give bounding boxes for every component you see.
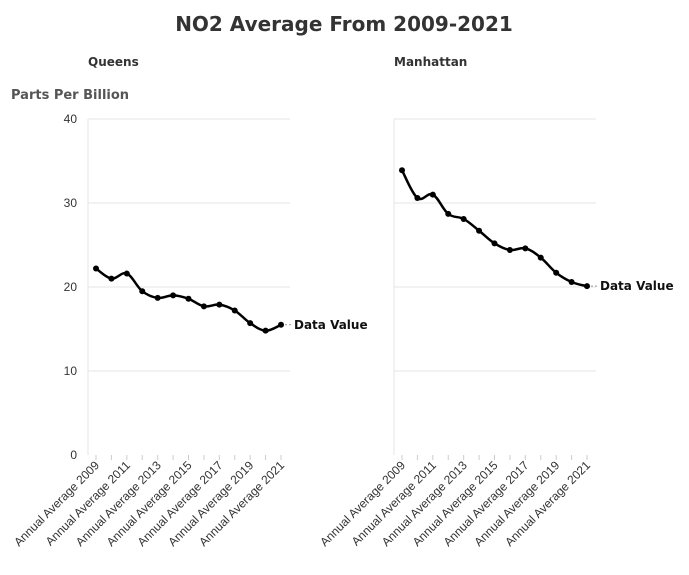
data-point	[537, 254, 544, 261]
y-axis-label: Parts Per Billion	[11, 88, 129, 103]
y-tick-label: 30	[64, 196, 78, 210]
data-point	[200, 303, 207, 310]
data-point	[154, 294, 161, 301]
data-point	[231, 307, 238, 314]
data-point	[170, 292, 177, 299]
chart-title: NO2 Average From 2009-2021	[175, 12, 513, 36]
data-point	[553, 269, 560, 276]
data-point	[445, 210, 452, 217]
y-tick-label: 20	[64, 280, 78, 294]
data-point	[123, 270, 130, 277]
data-point	[108, 275, 115, 282]
data-point	[522, 245, 529, 252]
data-point	[278, 321, 284, 328]
data-point	[399, 167, 405, 174]
data-point	[139, 288, 146, 295]
data-point	[429, 191, 436, 198]
data-point	[93, 265, 99, 272]
series-line	[400, 168, 589, 288]
data-point	[506, 247, 513, 254]
facet-title: Queens	[88, 55, 139, 69]
y-tick-label: 10	[64, 364, 78, 378]
data-point	[476, 227, 483, 234]
data-point	[491, 240, 498, 247]
data-point	[460, 215, 467, 222]
data-point	[568, 278, 575, 285]
data-point	[247, 320, 254, 327]
series-end-label: Data Value	[294, 318, 368, 332]
series-end-label: Data Value	[600, 279, 674, 293]
data-point	[584, 283, 590, 290]
data-point	[414, 194, 421, 201]
data-point	[185, 295, 192, 302]
facet-title: Manhattan	[394, 55, 467, 69]
data-point	[262, 327, 269, 334]
y-tick-label: 0	[70, 448, 77, 462]
data-point	[216, 301, 223, 308]
y-tick-label: 40	[64, 112, 78, 126]
